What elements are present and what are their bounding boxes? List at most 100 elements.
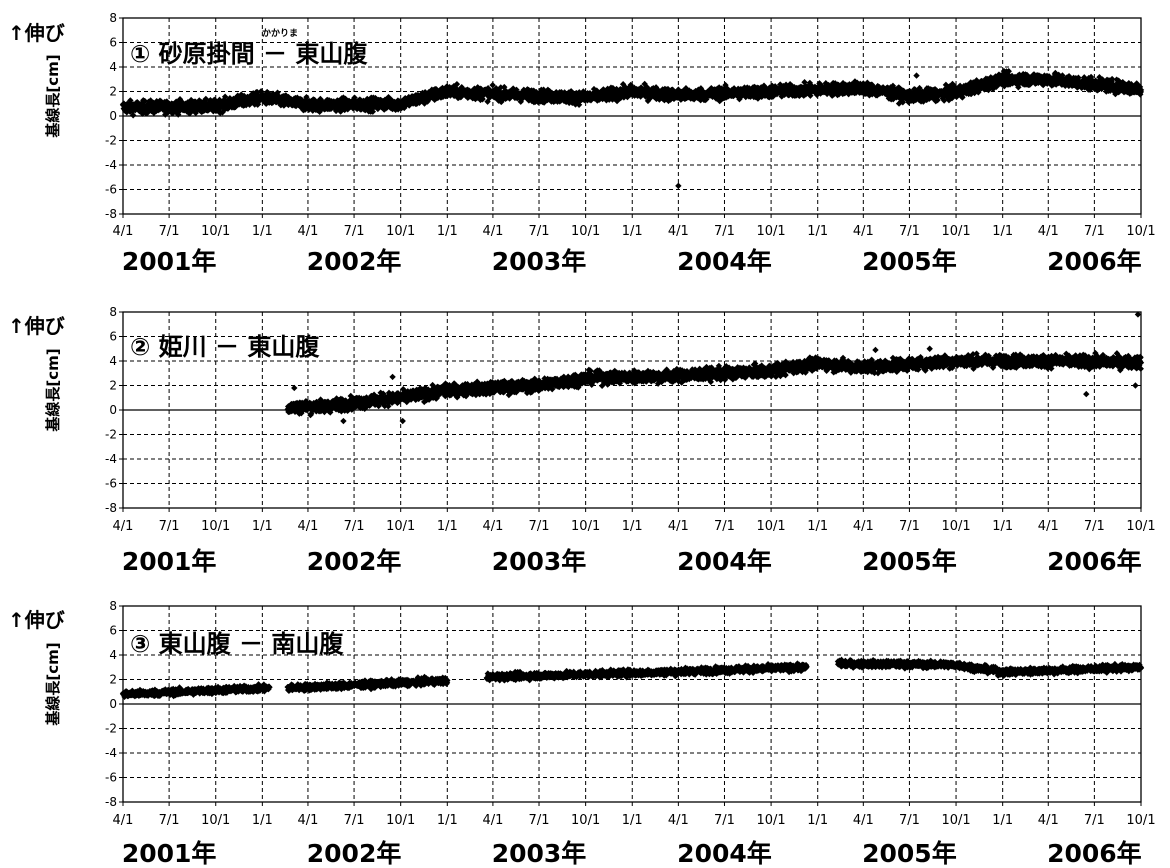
data-points <box>119 67 1145 190</box>
y-tick-label: 2 <box>109 379 117 393</box>
data-point <box>254 101 262 108</box>
data-point <box>622 84 629 91</box>
x-tick-label: 10/1 <box>941 519 970 534</box>
x-tick-label: 7/1 <box>529 224 550 239</box>
data-point <box>525 97 533 104</box>
data-point <box>162 111 169 118</box>
data-point <box>667 96 674 103</box>
x-tick-label: 10/1 <box>756 224 785 239</box>
data-point <box>641 80 648 88</box>
y-tick-label: -4 <box>105 452 117 466</box>
data-point <box>530 87 537 94</box>
x-tick-label: 1/1 <box>437 519 458 534</box>
data-point <box>187 96 195 104</box>
y-tick-label: -2 <box>105 134 117 148</box>
x-tick-label: 4/1 <box>482 519 503 534</box>
year-label: 2004年 <box>677 247 772 276</box>
x-tick-label: 4/1 <box>668 224 689 239</box>
x-tick-label: 4/1 <box>297 519 318 534</box>
data-point <box>541 87 548 95</box>
x-tick-label: 10/1 <box>756 519 785 534</box>
x-tick-label: 1/1 <box>622 224 643 239</box>
y-tick-label: 6 <box>109 330 117 344</box>
data-points <box>284 311 1145 425</box>
data-point <box>624 93 631 101</box>
year-label: 2003年 <box>492 247 587 276</box>
y-axis-label: 基線長[cm] <box>44 54 62 138</box>
x-tick-label: 1/1 <box>252 224 273 239</box>
title-ruby: かかりま <box>262 28 298 39</box>
x-tick-label: 10/1 <box>571 224 600 239</box>
data-point <box>680 87 687 94</box>
year-label: 2002年 <box>307 547 402 576</box>
x-tick-label: 4/1 <box>853 224 874 239</box>
year-label: 2004年 <box>677 547 772 576</box>
x-tick-label: 10/1 <box>1126 519 1155 534</box>
x-tick-label: 1/1 <box>807 519 828 534</box>
x-tick-label: 7/1 <box>159 519 180 534</box>
y-tick-label: -8 <box>105 207 117 221</box>
data-point <box>219 109 226 116</box>
x-tick-label: 7/1 <box>344 519 365 534</box>
data-point <box>690 96 698 103</box>
x-tick-label: 1/1 <box>992 519 1013 534</box>
x-tick-label: 1/1 <box>437 224 458 239</box>
x-tick-label: 7/1 <box>1084 519 1105 534</box>
x-tick-label: 7/1 <box>899 224 920 239</box>
y-axis-label: 基線長[cm] <box>44 348 62 432</box>
data-point <box>484 98 491 105</box>
x-tick-label: 4/1 <box>1038 224 1059 239</box>
data-point <box>656 96 663 103</box>
data-point <box>316 108 323 116</box>
year-label: 2003年 <box>492 547 587 576</box>
data-point <box>567 88 575 95</box>
year-label: 2006年 <box>1047 247 1142 276</box>
year-label: 2001年 <box>122 547 217 576</box>
data-point <box>230 95 237 103</box>
x-tick-label: 4/1 <box>113 519 134 534</box>
data-point <box>675 182 682 190</box>
extension-label: ↑伸び <box>8 21 66 45</box>
year-label: 2006年 <box>1047 547 1142 576</box>
data-point <box>627 81 634 89</box>
extension-label: ↑伸び <box>8 314 66 338</box>
data-point <box>605 96 613 103</box>
y-tick-label: -6 <box>105 183 117 197</box>
x-tick-label: 1/1 <box>807 224 828 239</box>
data-point <box>580 88 587 95</box>
data-point <box>369 108 377 115</box>
data-point <box>509 85 517 92</box>
data-point <box>604 85 611 92</box>
year-label: 2005年 <box>862 547 957 576</box>
x-tick-label: 7/1 <box>899 519 920 534</box>
x-tick-label: 4/1 <box>113 224 134 239</box>
y-tick-label: 8 <box>109 305 117 319</box>
y-tick-label: 4 <box>109 354 117 368</box>
x-tick-label: 10/1 <box>571 519 600 534</box>
x-tick-label: 10/1 <box>201 519 230 534</box>
data-point <box>202 95 210 103</box>
data-point <box>303 93 310 101</box>
x-tick-label: 7/1 <box>344 224 365 239</box>
data-point <box>238 91 245 98</box>
y-tick-label: -6 <box>105 477 117 491</box>
data-point <box>198 99 205 106</box>
data-point <box>609 84 617 92</box>
x-tick-label: 7/1 <box>714 224 735 239</box>
data-point <box>599 95 606 103</box>
x-tick-label: 4/1 <box>853 519 874 534</box>
data-point <box>677 96 685 103</box>
data-point <box>242 101 250 109</box>
y-tick-label: 0 <box>109 403 117 417</box>
data-point <box>498 98 505 106</box>
data-point <box>575 101 583 109</box>
x-tick-label: 10/1 <box>201 224 230 239</box>
data-point <box>489 81 496 89</box>
year-label: 2001年 <box>122 247 217 276</box>
data-point <box>682 85 690 92</box>
y-tick-label: 8 <box>109 11 117 25</box>
data-point <box>453 80 461 88</box>
data-point <box>913 72 920 79</box>
